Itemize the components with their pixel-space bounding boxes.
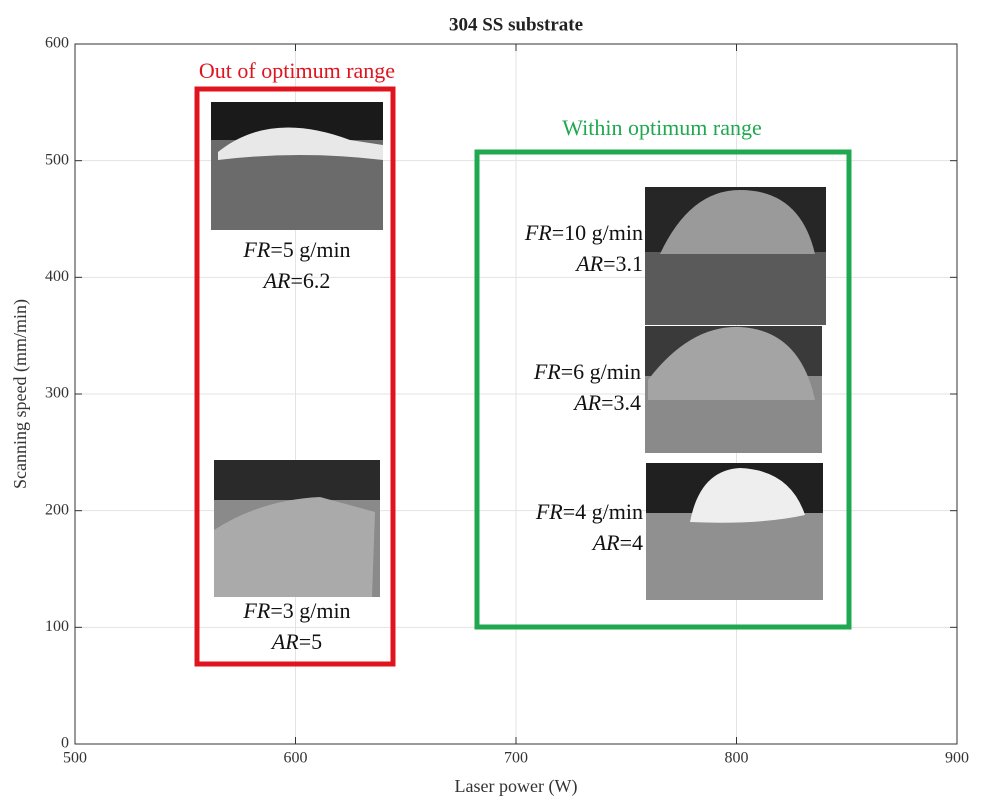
y-tick-label: 200 xyxy=(45,501,69,518)
annotation: FR=6 g/min xyxy=(533,359,641,384)
annotation: AR=3.4 xyxy=(572,390,641,415)
within-range-box xyxy=(474,149,852,630)
annotation: AR=4 xyxy=(591,530,643,555)
x-axis-label: Laser power (W) xyxy=(455,776,578,797)
annotation: FR=3 g/min xyxy=(242,598,350,623)
annotation: FR=10 g/min xyxy=(524,220,643,245)
x-tick-label: 900 xyxy=(945,750,969,767)
y-tick-label: 600 xyxy=(45,35,69,52)
x-tick-label: 800 xyxy=(725,750,749,767)
chart-title: 304 SS substrate xyxy=(449,14,583,35)
annotation: FR=5 g/min xyxy=(242,237,350,262)
annotation: AR=6.2 xyxy=(262,268,331,293)
annotation: FR=4 g/min xyxy=(535,499,643,524)
y-tick-label: 400 xyxy=(45,268,69,285)
y-axis-label: Scanning speed (mm/min) xyxy=(10,299,31,489)
micrograph xyxy=(645,326,822,453)
annotation: AR=5 xyxy=(270,629,322,654)
x-tick-label: 500 xyxy=(63,750,87,767)
within-range-label: Within optimum range xyxy=(562,115,762,140)
micrograph xyxy=(211,102,383,230)
micrograph xyxy=(214,460,380,597)
annotation: AR=3.1 xyxy=(574,251,643,276)
y-tick-label: 500 xyxy=(45,151,69,168)
out-range-label: Out of optimum range xyxy=(199,58,395,83)
x-tick-label: 600 xyxy=(284,750,308,767)
y-tick-label: 0 xyxy=(61,735,69,752)
out-range-box xyxy=(194,86,396,667)
micrograph xyxy=(645,187,826,325)
y-tick-label: 100 xyxy=(45,618,69,635)
micrograph xyxy=(646,463,823,600)
x-tick-label: 700 xyxy=(504,750,528,767)
y-tick-label: 300 xyxy=(45,385,69,402)
